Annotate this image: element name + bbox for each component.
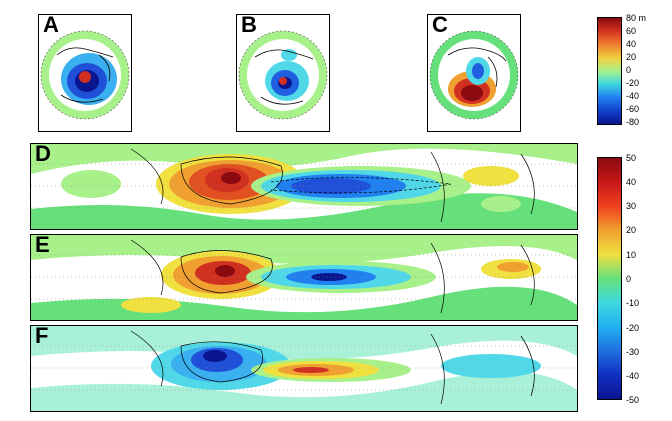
map-panel-f-plot <box>31 326 577 411</box>
colorbar-bottom-tick-8: -30 <box>626 347 640 357</box>
polar-map-a: A <box>38 14 132 132</box>
panel-label-b: B <box>241 14 257 37</box>
colorbar-bottom-tick-4: 10 <box>626 250 637 260</box>
colorbar-bottom-tick-7: -20 <box>626 323 640 333</box>
polar-map-b-plot <box>238 30 328 120</box>
colorbar-bottom-tick-6: -10 <box>626 298 640 308</box>
colorbar-bottom-tick-3: 20 <box>626 225 637 235</box>
colorbar-top-tick-6: -40 <box>626 91 640 101</box>
panel-label-a: A <box>43 14 59 37</box>
panel-label-f: F <box>35 325 49 348</box>
map-panel-d: D <box>30 143 578 230</box>
colorbar-top-unit: m <box>638 13 647 23</box>
map-panel-f: F <box>30 325 578 412</box>
colorbar-top-tick-1: 60 <box>626 26 637 36</box>
colorbar-top-tick-3: 20 <box>626 52 637 62</box>
polar-map-c-plot <box>429 30 519 120</box>
colorbar-bottom-tick-10: -50 <box>626 395 640 405</box>
colorbar-bottom-tick-5: 0 <box>626 274 632 284</box>
polar-map-b: B <box>236 14 330 132</box>
colorbar-top-tick-8: -80 <box>626 117 640 127</box>
colorbar-top-tick-4: 0 <box>626 65 632 75</box>
colorbar-bottom <box>597 157 622 400</box>
colorbar-top-tick-5: -20 <box>626 78 640 88</box>
colorbar-top <box>597 17 622 125</box>
map-panel-e-plot <box>31 235 577 320</box>
polar-map-c: C <box>427 14 521 132</box>
colorbar-bottom-tick-0: 50 <box>626 153 637 163</box>
panel-label-c: C <box>432 14 448 37</box>
panel-label-d: D <box>35 143 51 166</box>
colorbar-bottom-tick-9: -40 <box>626 371 640 381</box>
colorbar-top-tick-7: -60 <box>626 104 640 114</box>
polar-map-a-plot <box>40 30 130 120</box>
colorbar-bottom-tick-2: 30 <box>626 201 637 211</box>
colorbar-top-tick-0: 80 m <box>626 13 647 23</box>
panel-label-e: E <box>35 234 50 257</box>
colorbar-bottom-tick-1: 40 <box>626 177 637 187</box>
colorbar-top-tick-2: 40 <box>626 39 637 49</box>
map-panel-e: E <box>30 234 578 321</box>
map-panel-d-plot <box>31 144 577 229</box>
